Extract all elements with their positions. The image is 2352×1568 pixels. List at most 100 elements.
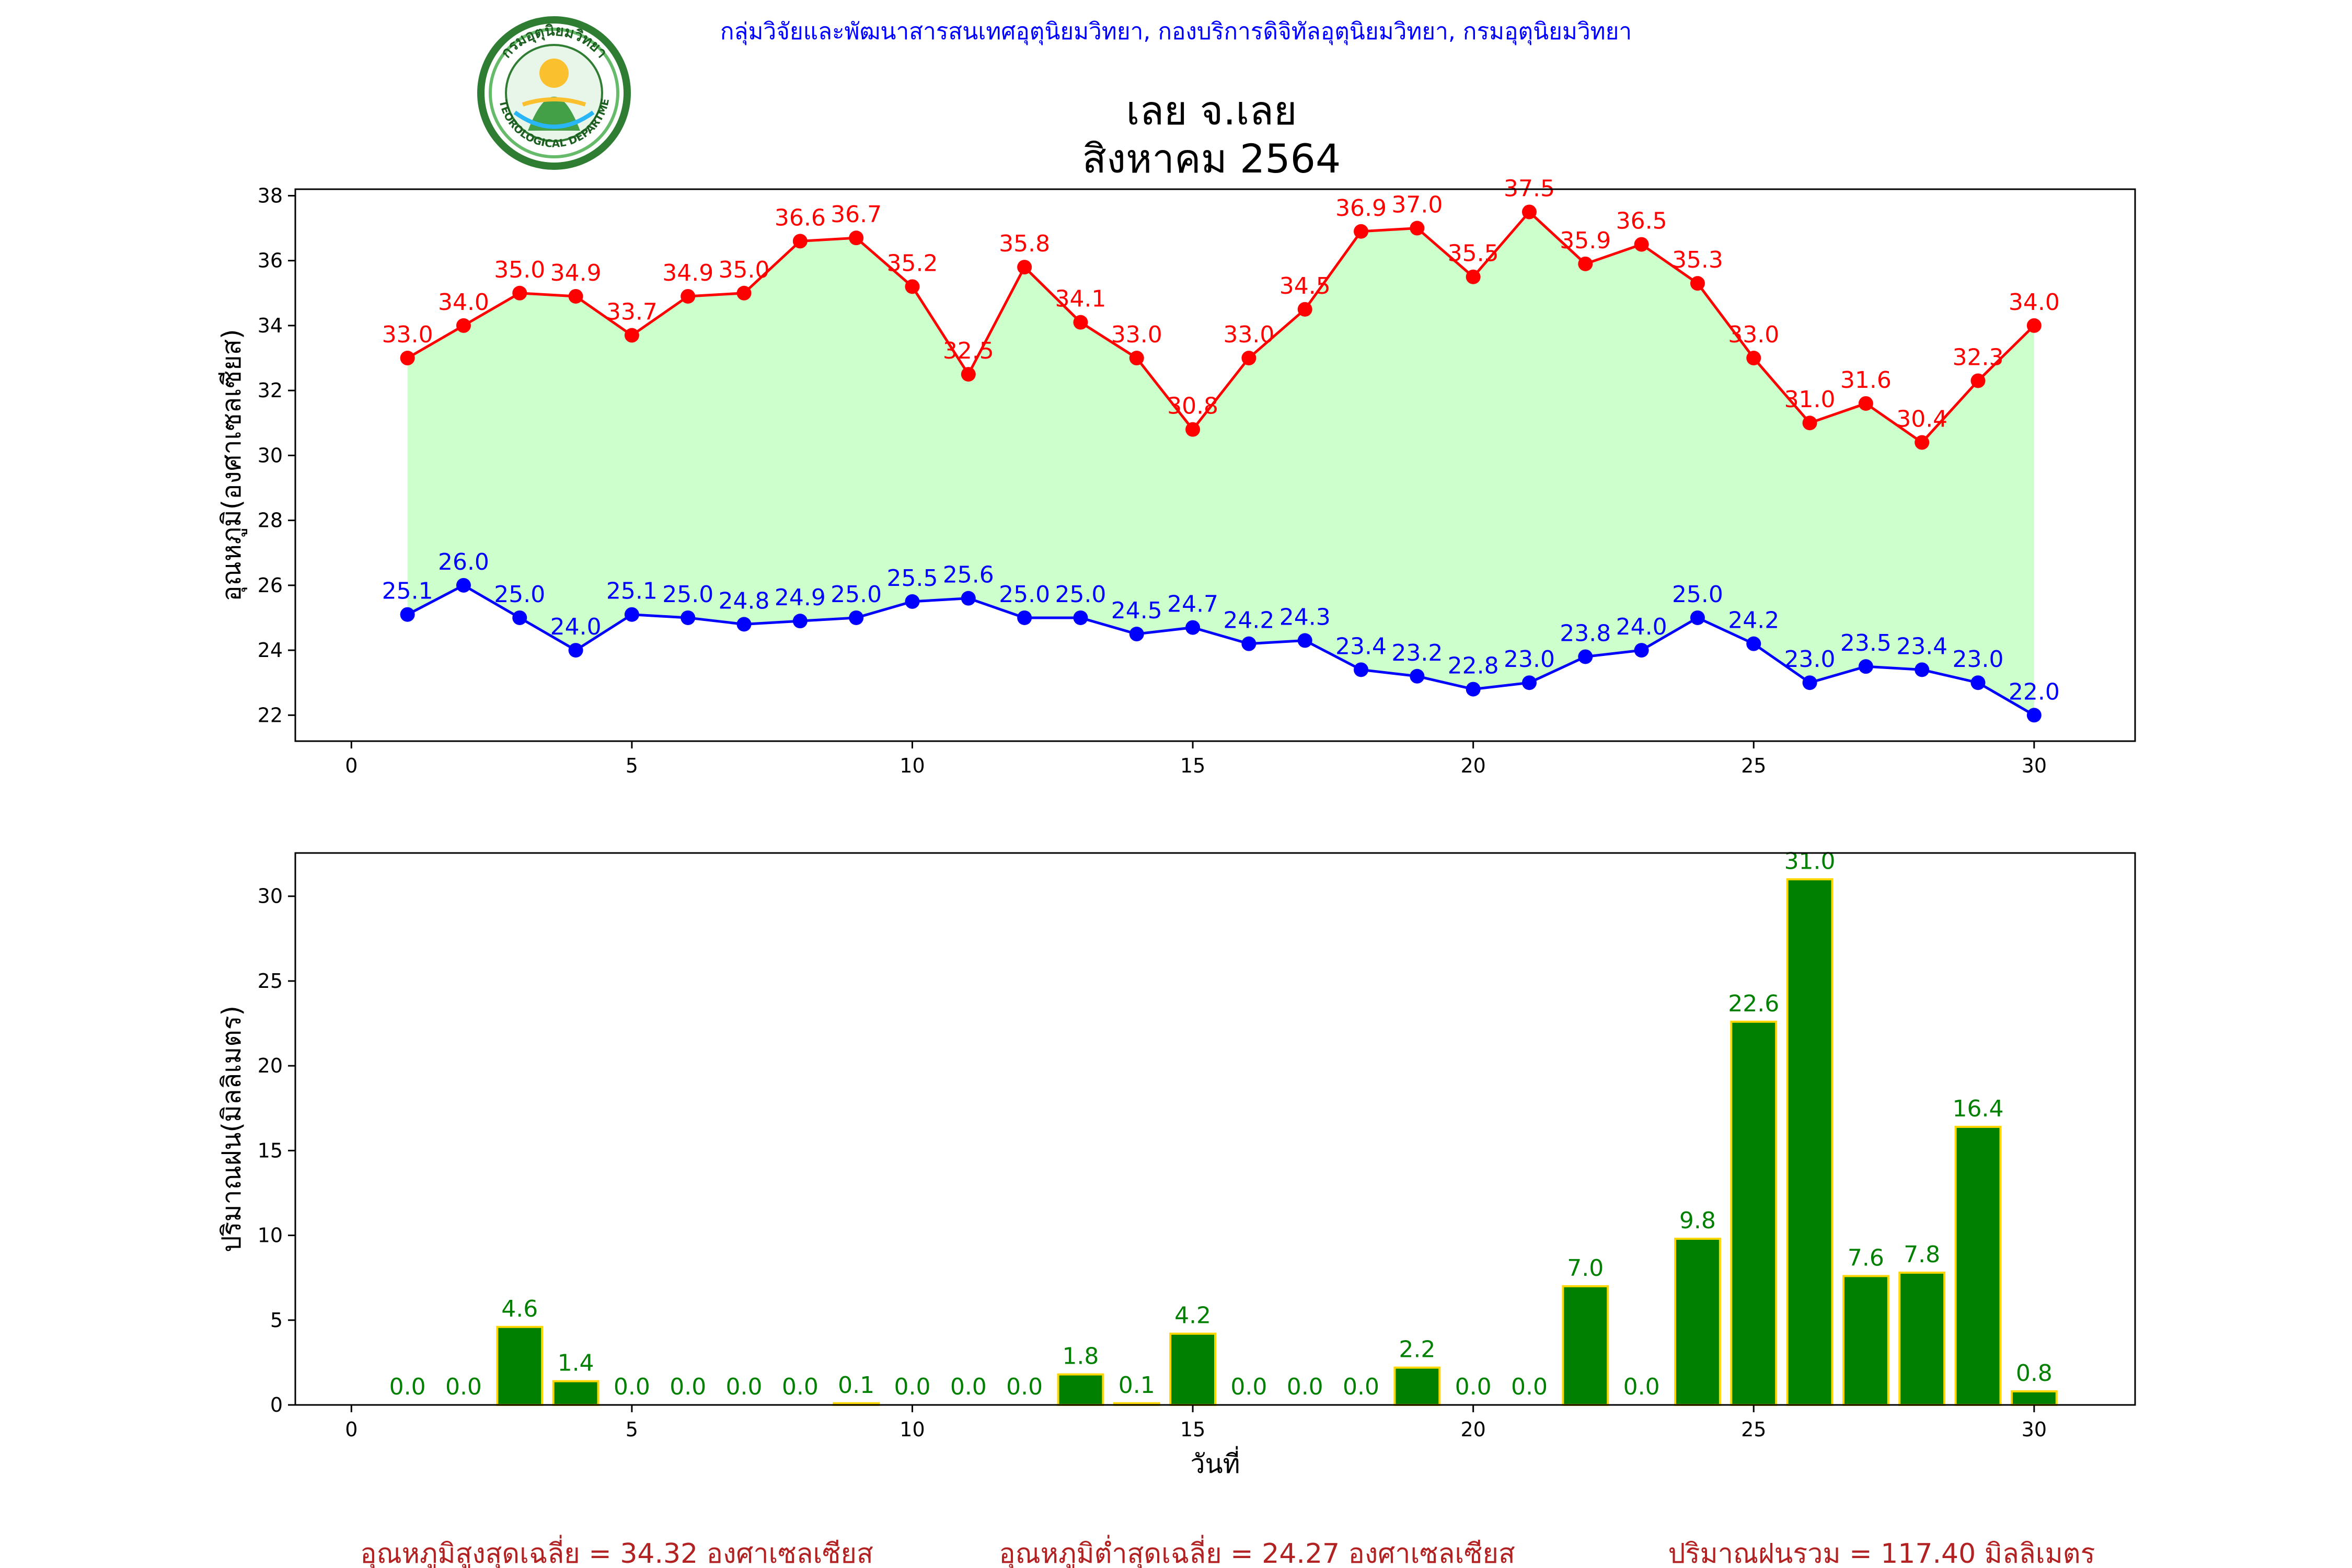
- rain-bar: [1730, 1020, 1778, 1406]
- rain-bar-label: 16.4: [1953, 1096, 2004, 1122]
- min-temp-point: [681, 610, 696, 625]
- min-temp-label: 26.0: [438, 549, 489, 575]
- rainfall-plot-frame: [294, 852, 2136, 1406]
- max-temp-point: [1634, 237, 1649, 252]
- y-tick-label: 36: [258, 249, 283, 272]
- temperature-plot-frame: [294, 188, 2136, 742]
- max-temp-label: 30.8: [1167, 393, 1218, 420]
- x-tick-label: 15: [1180, 754, 1205, 777]
- min-temp-label: 22.8: [1448, 653, 1499, 679]
- min-temp-point: [1915, 662, 1930, 677]
- max-temp-label: 36.7: [831, 201, 882, 228]
- max-temp-label: 36.9: [1335, 195, 1387, 222]
- rain-bar-label: 31.0: [1784, 848, 1836, 874]
- min-temp-label: 25.0: [494, 581, 545, 608]
- department-line: กลุ่มวิจัยและพัฒนาสารสนเทศอุตุนิยมวิทยา,…: [720, 18, 1632, 45]
- max-temp-label: 34.9: [662, 260, 713, 286]
- min-temp-label: 25.0: [831, 581, 882, 608]
- min-temp-point: [1521, 675, 1537, 690]
- max-temp-point: [792, 234, 808, 249]
- max-temp-point: [400, 351, 415, 366]
- rain-bar-label: 0.0: [1006, 1374, 1043, 1400]
- max-temp-label: 34.1: [1055, 286, 1106, 313]
- max-temp-label: 36.5: [1616, 208, 1667, 235]
- max-temp-label: 35.5: [1448, 240, 1499, 267]
- min-temp-point: [1297, 633, 1312, 648]
- temperature-chart: 33.034.035.0 34.933.734.9 35.036.6 36.735.2…: [216, 175, 2136, 777]
- rain-bar-label: 0.0: [670, 1374, 706, 1400]
- min-temp-point: [1690, 610, 1705, 625]
- rainfall-chart: 0.0 0.0 4.6 1.4 0.0 0.0 0.0 0.0 0.1 0.0 0.0 0.0 1.8 0…: [216, 848, 2136, 1479]
- max-temp-point: [1185, 422, 1201, 437]
- summary-total-rain: ปริมาณฝนรวม = 117.40 มิลลิเมตร: [1668, 1538, 2095, 1568]
- max-temp-point: [456, 318, 471, 333]
- summary-average-max: อุณหภูมิสูงสุดเฉลี่ย = 34.32 องศาเซลเซีย…: [360, 1535, 873, 1568]
- temperature-range-fill: [407, 212, 2034, 716]
- min-temp-label: 24.2: [1728, 607, 1779, 634]
- rain-bar-label: 0.0: [445, 1374, 482, 1400]
- x-tick-label: 15: [1180, 1418, 1205, 1441]
- x-tick-label: 25: [1741, 1418, 1766, 1441]
- rainfall-data-labels: 0.0 0.0 4.6 1.4 0.0 0.0 0.0 0.0 0.1 0.0 0.0 0.0 1.8 0…: [389, 848, 2053, 1400]
- min-temp-point: [1410, 668, 1425, 684]
- min-temp-point: [1354, 662, 1369, 677]
- max-temp-point: [1802, 416, 1817, 431]
- max-temp-label: 35.0: [719, 257, 770, 283]
- x-tick-label: 10: [900, 1418, 925, 1441]
- min-temp-label: 23.0: [1504, 646, 1555, 673]
- min-temp-label: 23.4: [1896, 633, 1947, 660]
- min-temp-label: 23.4: [1335, 633, 1387, 660]
- max-temp-point: [1017, 260, 1032, 275]
- rain-bar-label: 7.0: [1567, 1255, 1604, 1282]
- rain-bar-label: 0.0: [1623, 1374, 1660, 1400]
- rain-bar: [2010, 1390, 2058, 1406]
- max-temp-point: [624, 328, 639, 343]
- rain-bar-label: 7.8: [1904, 1241, 1940, 1268]
- max-temp-point: [1129, 351, 1144, 366]
- max-temp-label: 36.6: [775, 204, 826, 231]
- max-temp-label: 34.0: [438, 289, 489, 316]
- rain-bar: [1842, 1275, 1889, 1406]
- min-temp-label: 24.3: [1279, 604, 1331, 630]
- max-temp-point: [1690, 276, 1705, 291]
- min-temp-point: [1073, 610, 1088, 625]
- y-tick-label: 32: [258, 379, 283, 402]
- rain-bar-label: 0.0: [1511, 1374, 1548, 1400]
- rain-bar-label: 9.8: [1679, 1207, 1716, 1234]
- rain-bar: [1786, 878, 1834, 1406]
- min-temp-label: 23.2: [1391, 640, 1443, 666]
- min-temp-point: [1185, 620, 1201, 635]
- rain-bar-label: 0.0: [894, 1374, 930, 1400]
- max-temp-point: [1915, 435, 1930, 450]
- department-logo: กรมอุตุนิยมวิทยา METEOROLOGICAL DEPARTME…: [0, 0, 631, 170]
- min-temp-point: [849, 610, 864, 625]
- max-temp-label: 31.0: [1784, 386, 1836, 413]
- min-temp-label: 24.7: [1167, 591, 1218, 618]
- rainfall-y-axis-label: ปริมาณฝน(มิลลิเมตร): [216, 1006, 247, 1252]
- min-temp-point: [1241, 636, 1256, 651]
- max-temp-label: 33.0: [1728, 321, 1779, 348]
- temperature-data-labels: 33.034.035.0 34.933.734.9 35.036.6 36.735.2…: [382, 175, 2060, 705]
- x-tick-label: 30: [2022, 754, 2047, 777]
- min-temp-label: 25.1: [606, 578, 658, 605]
- y-tick-label: 24: [258, 639, 283, 662]
- rain-bar: [1898, 1271, 1946, 1406]
- temperature-lines: [407, 210, 2035, 717]
- rain-bar-label: 2.2: [1399, 1336, 1435, 1363]
- temperature-points: [400, 204, 2042, 723]
- min-temp-label: 25.0: [1672, 581, 1723, 608]
- max-temp-line: [407, 210, 2035, 444]
- min-temp-point: [512, 610, 527, 625]
- temperature-x-axis: 0 5 10 15 20 25 30: [345, 741, 2047, 777]
- min-temp-point: [961, 591, 976, 606]
- max-temp-point: [905, 279, 920, 294]
- max-temp-point: [1970, 373, 1986, 388]
- min-temp-point: [1802, 675, 1817, 690]
- rainfall-x-axis-label: วันที่: [1190, 1446, 1240, 1479]
- summary-average-min: อุณหภูมิต่ำสุดเฉลี่ย = 24.27 องศาเซลเซีย…: [999, 1535, 1515, 1568]
- min-temp-point: [624, 607, 639, 622]
- x-tick-label: 5: [626, 1418, 638, 1441]
- min-temp-label: 24.8: [719, 587, 770, 614]
- y-tick-label: 34: [258, 314, 283, 337]
- min-temp-point: [568, 643, 583, 658]
